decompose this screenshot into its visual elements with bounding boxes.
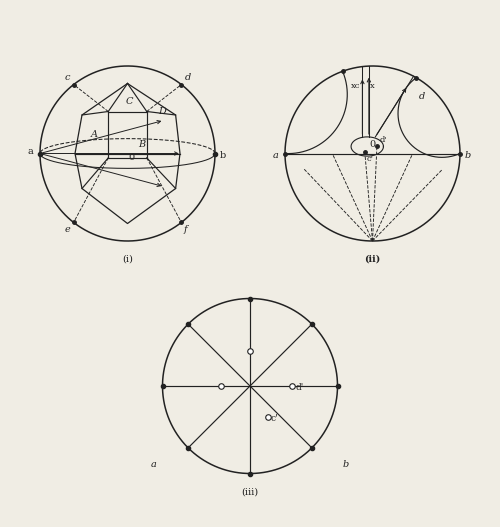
Text: 0: 0 [129, 153, 135, 162]
Text: c': c' [270, 414, 278, 423]
Text: a: a [150, 461, 156, 470]
Text: f: f [184, 226, 188, 235]
Text: (i): (i) [122, 255, 133, 264]
Text: xc: xc [350, 83, 360, 91]
Text: b: b [220, 151, 226, 160]
Text: C: C [126, 96, 133, 105]
Text: (iii): (iii) [242, 487, 258, 496]
Text: d': d' [380, 136, 387, 144]
Text: d': d' [295, 383, 303, 392]
Text: c: c [64, 73, 70, 82]
Text: e: e [65, 226, 70, 235]
Text: b: b [342, 461, 349, 470]
Text: x: x [370, 83, 375, 91]
Text: (ii): (ii) [364, 255, 380, 264]
Text: d: d [418, 92, 425, 101]
Text: c': c' [367, 155, 374, 163]
Text: A: A [91, 130, 98, 139]
Text: D: D [158, 107, 166, 116]
Text: b: b [465, 151, 471, 160]
Text: 0: 0 [370, 140, 376, 149]
Text: a: a [28, 148, 34, 157]
Text: B: B [138, 140, 145, 149]
Text: a: a [272, 151, 278, 160]
Text: d: d [184, 73, 190, 82]
